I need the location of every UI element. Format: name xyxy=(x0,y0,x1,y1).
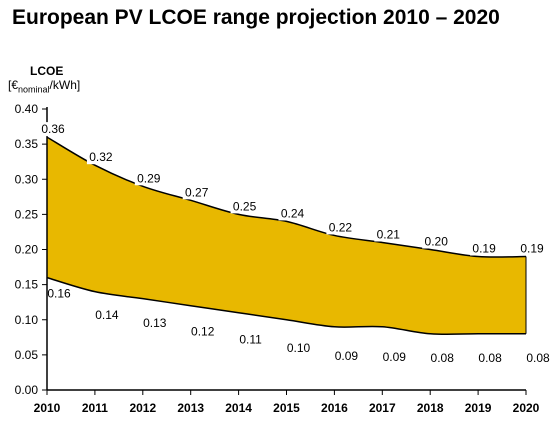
upper-data-label: 0.20 xyxy=(425,235,449,249)
upper-data-label-bg xyxy=(278,206,307,221)
upper-data-label: 0.21 xyxy=(377,227,401,241)
lower-data-label: 0.12 xyxy=(191,324,215,338)
upper-data-label: 0.29 xyxy=(137,171,161,185)
y-unit-close: /kWh] xyxy=(49,78,81,92)
x-tick-label: 2011 xyxy=(82,401,108,415)
x-tick-label: 2015 xyxy=(273,401,300,415)
y-tick-label: 0.10 xyxy=(15,313,39,327)
y-tick-label: 0.00 xyxy=(15,383,39,397)
lower-data-label: 0.09 xyxy=(383,350,407,364)
upper-data-label: 0.19 xyxy=(520,242,544,256)
upper-bound-line xyxy=(46,136,527,258)
upper-data-label: 0.24 xyxy=(281,206,305,220)
lower-data-label: 0.08 xyxy=(526,351,550,365)
x-tick-label: 2016 xyxy=(321,401,348,415)
x-tick-label: 2014 xyxy=(225,401,252,415)
x-tick-label: 2012 xyxy=(129,401,156,415)
y-tick-label: 0.15 xyxy=(15,278,39,292)
upper-data-label: 0.32 xyxy=(89,150,113,164)
y-tick-label: 0.35 xyxy=(15,137,39,151)
y-unit-subscript: nominal xyxy=(18,84,50,95)
y-tick-label: 0.25 xyxy=(15,207,39,221)
upper-data-label-bg xyxy=(374,227,403,242)
y-unit-open: [€ xyxy=(8,78,19,92)
upper-data-label-bg xyxy=(422,234,451,249)
upper-data-label-bg xyxy=(470,241,499,256)
lower-data-label: 0.13 xyxy=(143,316,167,330)
upper-data-label-bg xyxy=(230,199,259,214)
lower-data-label: 0.09 xyxy=(335,349,359,363)
upper-data-label-bg xyxy=(326,220,355,235)
x-tick-label: 2018 xyxy=(417,401,444,415)
x-tick-label: 2013 xyxy=(177,401,204,415)
x-tick-label: 2010 xyxy=(34,401,61,415)
y-axis-unit: [€nominal/kWh] xyxy=(8,78,80,94)
upper-data-label: 0.25 xyxy=(233,199,257,213)
lower-data-label: 0.08 xyxy=(431,351,455,365)
y-tick-label: 0.05 xyxy=(15,348,39,362)
upper-data-label: 0.36 xyxy=(41,122,65,136)
upper-data-label: 0.22 xyxy=(329,220,353,234)
upper-data-label-bg xyxy=(39,122,67,137)
lower-data-label: 0.14 xyxy=(95,308,119,322)
x-tick-label: 2017 xyxy=(369,401,396,415)
chart-title: European PV LCOE range projection 2010 –… xyxy=(12,6,500,29)
y-tick-label: 0.40 xyxy=(15,102,39,116)
x-tick-label: 2020 xyxy=(513,401,540,415)
lower-data-label: 0.11 xyxy=(239,333,262,347)
y-axis-label: LCOE xyxy=(30,64,64,78)
upper-data-label-bg xyxy=(134,171,163,186)
x-tick-label: 2019 xyxy=(465,401,492,415)
upper-data-label-bg xyxy=(518,241,546,256)
upper-data-label: 0.19 xyxy=(472,242,496,256)
lower-bound-line xyxy=(46,276,526,336)
y-tick-label: 0.30 xyxy=(15,172,39,186)
upper-data-label-bg xyxy=(182,185,211,200)
lcoe-range-band xyxy=(47,137,526,335)
lower-data-label: 0.10 xyxy=(287,341,311,355)
y-tick-label: 0.20 xyxy=(15,243,39,257)
upper-data-label: 0.27 xyxy=(185,185,209,199)
lower-data-label: 0.08 xyxy=(478,351,502,365)
upper-data-label-bg xyxy=(86,150,115,165)
lower-data-label: 0.16 xyxy=(47,287,71,301)
